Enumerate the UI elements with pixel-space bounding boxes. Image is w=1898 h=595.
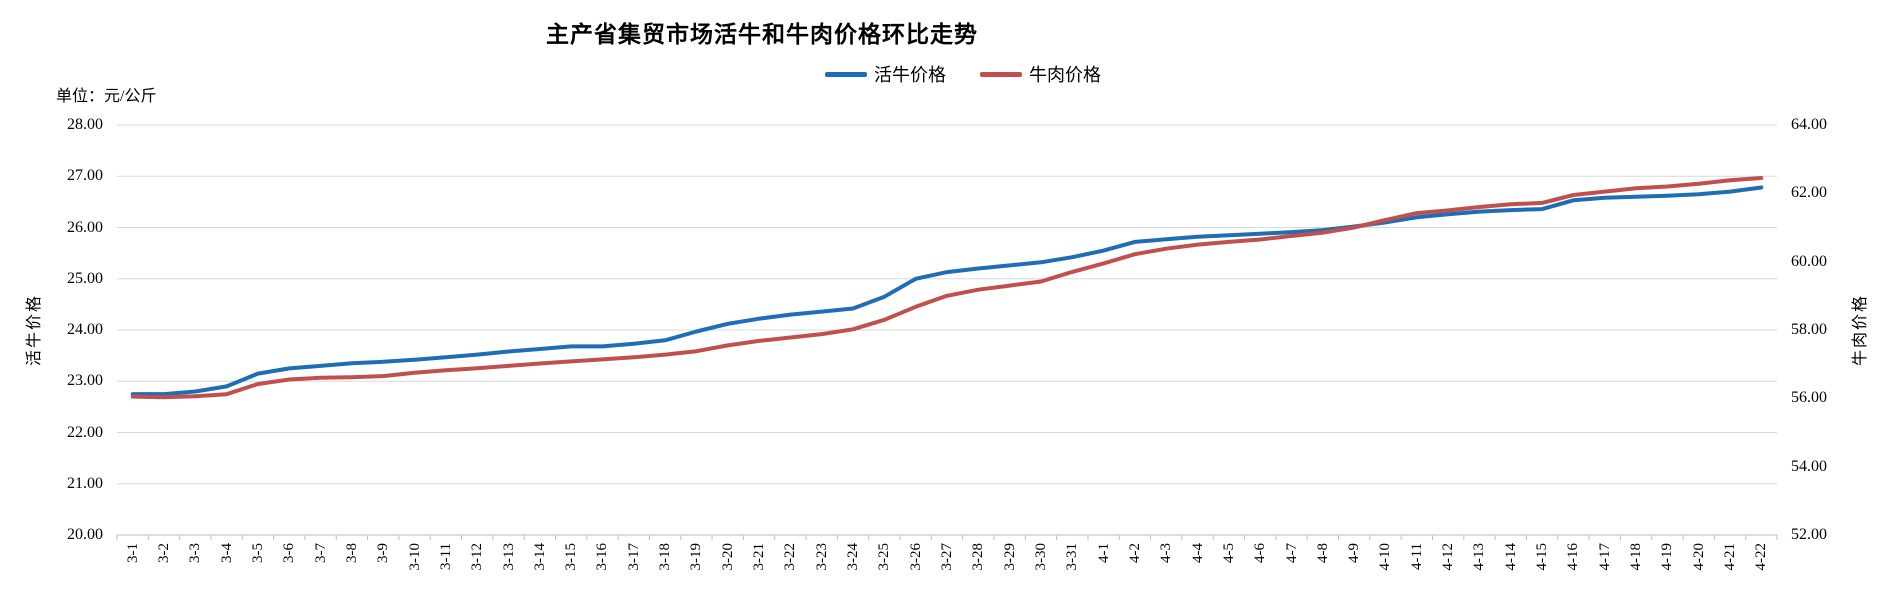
x-axis-label: 3-4 — [218, 543, 235, 563]
x-axis-label: 4-4 — [1189, 543, 1206, 563]
x-axis-label: 3-27 — [939, 543, 955, 571]
y-axis-label-left: 24.00 — [67, 321, 103, 338]
x-axis-label: 4-12 — [1440, 543, 1457, 571]
legend: 活牛价格 牛肉价格 — [825, 61, 1101, 87]
y-axis-label-left: 23.00 — [67, 372, 103, 390]
y-axis-label-left: 20.00 — [67, 526, 103, 543]
x-axis-label: 3-19 — [688, 543, 705, 571]
x-axis-label: 3-7 — [312, 543, 329, 563]
x-axis-label: 4-13 — [1471, 543, 1488, 571]
x-axis-label: 3-13 — [500, 543, 517, 571]
x-axis-label: 3-8 — [343, 543, 360, 563]
x-axis-label: 3-23 — [813, 543, 830, 571]
x-axis-label: 3-12 — [469, 543, 486, 571]
beef-line-swatch-icon — [980, 71, 1022, 77]
y-axis-label-right: 58.00 — [1791, 321, 1827, 338]
x-axis-label: 3-1 — [124, 543, 141, 563]
y-axis-label-left: 28.00 — [67, 116, 103, 133]
live-cattle-line-swatch-icon — [825, 71, 867, 77]
x-axis-label: 3-21 — [751, 543, 768, 571]
legend-label-live-cattle: 活牛价格 — [874, 65, 946, 85]
x-axis-label: 4-18 — [1628, 543, 1645, 571]
x-axis-label: 4-14 — [1502, 543, 1519, 571]
x-axis-label: 4-10 — [1377, 543, 1394, 571]
y-axis-label-right: 62.00 — [1791, 184, 1827, 202]
y-axis-label-right: 56.00 — [1791, 389, 1827, 407]
x-axis-label: 3-24 — [845, 543, 862, 571]
x-axis-label: 3-26 — [907, 543, 924, 571]
legend-item-beef[interactable]: 牛肉价格 — [980, 61, 1101, 87]
x-axis-label: 4-1 — [1095, 543, 1112, 563]
legend-label-beef: 牛肉价格 — [1029, 65, 1101, 85]
series-line-live-cattle — [130, 185, 1764, 397]
x-axis-label: 3-11 — [437, 543, 454, 570]
x-axis-label: 4-17 — [1596, 543, 1613, 571]
x-axis-label: 3-22 — [782, 543, 799, 571]
x-axis-label: 4-20 — [1690, 543, 1707, 571]
x-axis-label: 4-8 — [1314, 543, 1331, 563]
x-axis-label: 3-30 — [1032, 543, 1049, 571]
x-axis-label: 3-14 — [531, 543, 548, 571]
y-axis-label-right: 64.00 — [1791, 116, 1827, 133]
x-axis-label: 4-6 — [1252, 543, 1269, 563]
x-axis-label: 3-3 — [187, 543, 204, 563]
y-axis-label-right: 54.00 — [1791, 457, 1827, 475]
x-axis-label: 4-5 — [1220, 543, 1237, 563]
series-line-beef — [130, 176, 1764, 400]
x-axis-label: 4-21 — [1722, 543, 1739, 571]
x-axis-label: 3-16 — [594, 543, 611, 571]
y-axis-label-left: 21.00 — [67, 474, 103, 492]
x-axis-label: 4-2 — [1126, 543, 1143, 563]
x-axis-label: 3-5 — [249, 543, 266, 563]
x-axis-label: 4-3 — [1158, 543, 1175, 563]
x-axis-label: 3-17 — [625, 543, 642, 571]
y-axis-label-right: 52.00 — [1791, 526, 1827, 543]
x-axis-label: 3-2 — [155, 543, 172, 563]
y-axis-label-left: 27.00 — [67, 167, 103, 185]
x-axis-label: 4-11 — [1408, 543, 1425, 570]
legend-item-live-cattle[interactable]: 活牛价格 — [825, 61, 946, 87]
unit-label: 单位：元/公斤 — [56, 88, 157, 105]
x-axis-label: 4-9 — [1346, 543, 1363, 563]
x-axis-label: 4-7 — [1283, 543, 1300, 563]
x-axis-label: 4-22 — [1753, 543, 1770, 571]
x-axis-label: 3-28 — [970, 543, 987, 571]
x-axis-label: 4-16 — [1565, 543, 1582, 571]
chart-title: 主产省集贸市场活牛和牛肉价格环比走势 — [546, 22, 978, 47]
x-axis-label: 4-15 — [1534, 543, 1551, 571]
x-axis-label: 3-29 — [1001, 543, 1018, 571]
x-axis-label: 3-31 — [1064, 543, 1081, 571]
x-axis-label: 3-15 — [563, 543, 580, 571]
y-axis-label-left: 25.00 — [67, 269, 103, 287]
x-axis-label: 3-10 — [406, 543, 423, 571]
x-axis-label: 3-20 — [719, 543, 736, 571]
y-axis-label-left: 22.00 — [67, 423, 103, 441]
x-axis-label: 4-19 — [1659, 543, 1676, 571]
y-axis-label-left: 26.00 — [67, 218, 103, 236]
x-axis-label: 3-9 — [375, 543, 392, 563]
x-axis-label: 3-25 — [876, 543, 893, 571]
x-axis-label: 3-18 — [657, 543, 674, 571]
y-axis-label-right: 60.00 — [1791, 252, 1827, 270]
x-axis-label: 3-6 — [281, 543, 298, 563]
